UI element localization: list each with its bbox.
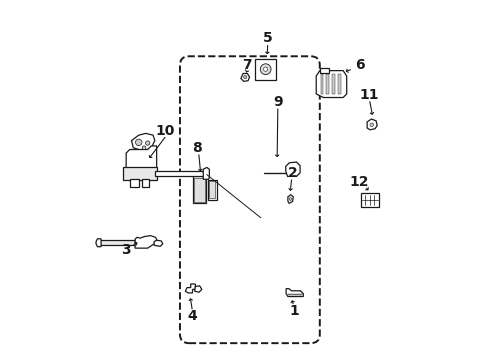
Ellipse shape	[142, 146, 145, 149]
Polygon shape	[285, 289, 303, 297]
Polygon shape	[287, 195, 293, 203]
Polygon shape	[97, 240, 137, 245]
Polygon shape	[319, 68, 328, 73]
Polygon shape	[331, 74, 334, 94]
Ellipse shape	[289, 198, 291, 201]
Text: 5: 5	[263, 31, 272, 45]
Ellipse shape	[243, 76, 246, 79]
Polygon shape	[366, 119, 376, 130]
Polygon shape	[96, 239, 101, 247]
Polygon shape	[287, 294, 301, 296]
Polygon shape	[155, 171, 204, 176]
Text: 11: 11	[359, 87, 378, 102]
Text: 8: 8	[192, 141, 202, 155]
Polygon shape	[320, 74, 323, 94]
Polygon shape	[194, 178, 204, 202]
Ellipse shape	[145, 141, 149, 145]
Polygon shape	[142, 179, 149, 187]
Polygon shape	[208, 181, 215, 198]
Text: 6: 6	[354, 58, 364, 72]
Text: 2: 2	[287, 166, 297, 180]
Polygon shape	[207, 180, 217, 200]
Polygon shape	[337, 74, 340, 94]
Text: 1: 1	[288, 304, 298, 318]
Ellipse shape	[369, 123, 373, 127]
Polygon shape	[361, 193, 379, 207]
Polygon shape	[131, 134, 155, 151]
Polygon shape	[325, 74, 328, 94]
Text: 10: 10	[155, 123, 174, 138]
Ellipse shape	[263, 67, 267, 71]
Text: 7: 7	[242, 58, 252, 72]
Text: 9: 9	[272, 95, 282, 109]
Polygon shape	[203, 167, 209, 179]
Polygon shape	[154, 240, 163, 246]
Text: 12: 12	[349, 175, 368, 189]
Polygon shape	[255, 59, 276, 80]
Polygon shape	[135, 235, 158, 248]
Text: 4: 4	[187, 309, 197, 323]
Polygon shape	[241, 73, 249, 81]
Polygon shape	[316, 71, 346, 98]
Polygon shape	[126, 146, 156, 169]
Ellipse shape	[135, 139, 142, 145]
Polygon shape	[129, 179, 139, 187]
Text: 3: 3	[121, 243, 130, 257]
Polygon shape	[194, 286, 202, 292]
Polygon shape	[285, 162, 300, 176]
Polygon shape	[185, 284, 195, 293]
Polygon shape	[122, 167, 156, 180]
Polygon shape	[192, 176, 206, 203]
Ellipse shape	[260, 64, 270, 75]
